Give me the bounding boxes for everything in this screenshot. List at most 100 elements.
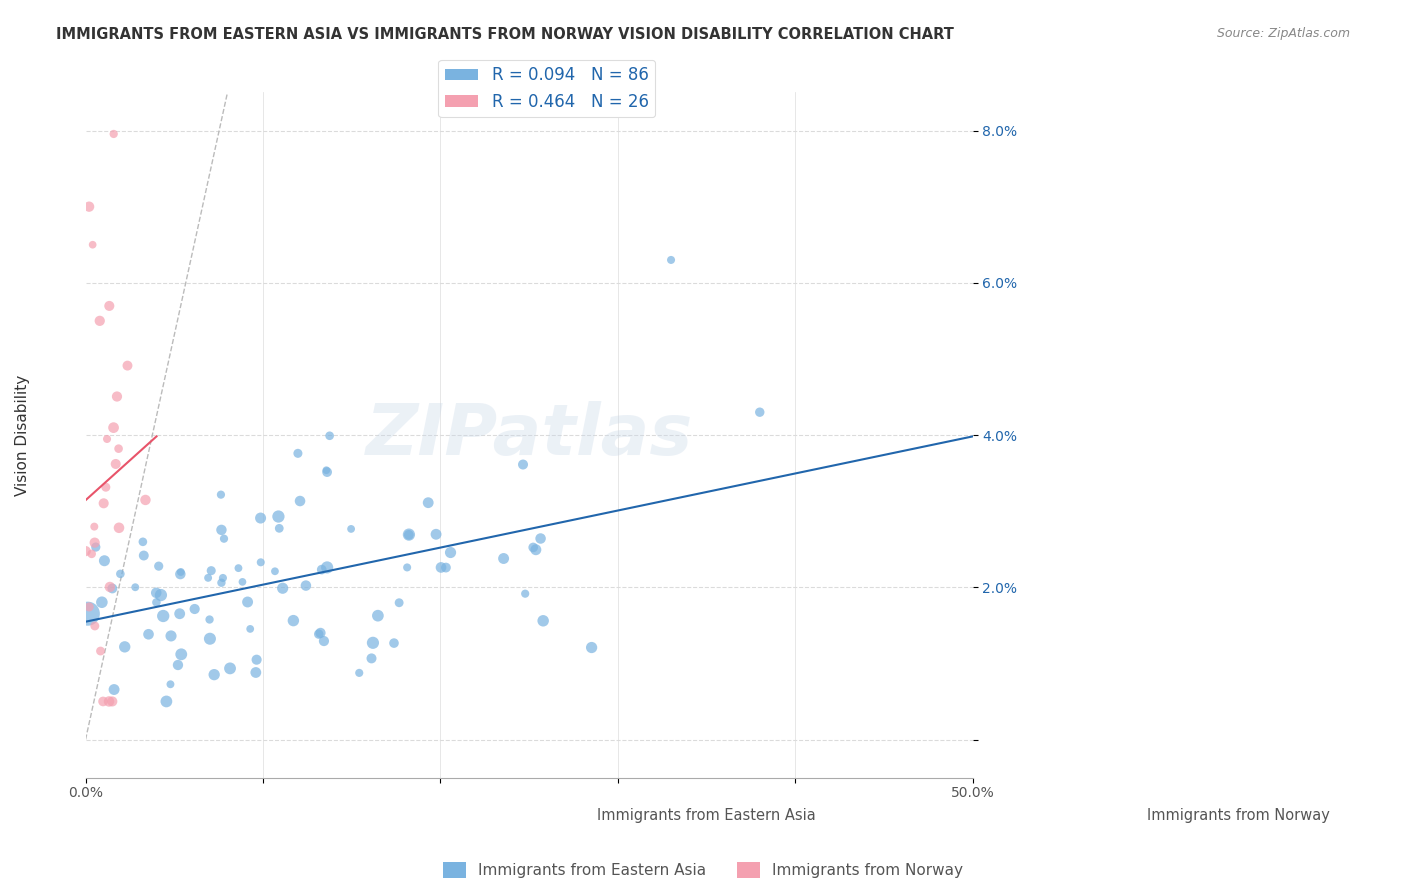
Point (80, 547, 103, 561)
Point (105, 390, 128, 404)
Point (209, 488, 232, 502)
Point (311, 563, 333, 577)
Point (103, 127, 125, 141)
Point (155, 694, 177, 708)
Point (107, 442, 129, 456)
Point (219, 661, 242, 675)
Point (96, 432, 118, 446)
Point (361, 636, 384, 650)
Point (98, 299, 121, 313)
Point (249, 555, 271, 569)
Point (340, 522, 363, 536)
Point (239, 622, 262, 636)
Point (212, 532, 235, 546)
Point (98, 580, 121, 594)
Point (318, 429, 340, 443)
Text: ZIPatlas: ZIPatlas (366, 401, 693, 469)
Text: 0.0%: 0.0% (67, 786, 103, 800)
Point (75, 544, 97, 558)
Point (183, 602, 205, 616)
Point (169, 607, 191, 621)
Point (200, 564, 222, 578)
Point (209, 575, 232, 590)
Point (430, 560, 453, 574)
Point (103, 420, 125, 434)
Point (396, 560, 419, 574)
Point (249, 511, 271, 525)
Point (170, 648, 193, 662)
Point (267, 509, 290, 524)
Point (245, 665, 267, 680)
Point (114, 640, 136, 654)
Point (287, 446, 309, 460)
Point (367, 608, 389, 623)
Point (581, 640, 603, 655)
Text: Immigrants from Norway: Immigrants from Norway (1147, 808, 1330, 823)
Point (398, 528, 420, 542)
Point (90, 595, 112, 609)
Point (659, 252, 682, 267)
Point (77, 599, 100, 614)
Point (159, 677, 181, 691)
Point (312, 634, 335, 648)
Point (124, 580, 146, 594)
Point (283, 614, 305, 628)
Point (145, 595, 167, 609)
Point (236, 595, 259, 609)
Point (315, 463, 337, 477)
Point (82, 237, 104, 252)
Point (83, 519, 105, 533)
Point (228, 561, 250, 575)
Point (132, 534, 155, 549)
Point (132, 549, 155, 563)
Point (418, 496, 440, 510)
Point (309, 626, 332, 640)
Point (439, 545, 461, 559)
Point (101, 582, 124, 596)
Text: Immigrants from Eastern Asia: Immigrants from Eastern Asia (598, 808, 815, 823)
Point (134, 492, 156, 507)
Point (76, 607, 98, 621)
Point (349, 665, 371, 680)
Point (89, 314, 111, 328)
Point (108, 521, 131, 535)
Point (149, 588, 172, 602)
Point (316, 465, 339, 479)
Point (529, 532, 551, 546)
Point (288, 494, 311, 508)
Point (103, 682, 125, 697)
Point (271, 581, 294, 595)
Point (169, 567, 191, 582)
Point (145, 586, 167, 600)
Point (101, 694, 124, 708)
Point (209, 523, 232, 537)
Legend: R = 0.094   N = 86, R = 0.464   N = 26: R = 0.094 N = 86, R = 0.464 N = 26 (439, 60, 655, 118)
Point (197, 571, 219, 585)
Point (148, 559, 170, 574)
Point (84, 540, 107, 554)
Point (492, 551, 515, 566)
Point (316, 560, 339, 574)
Point (77, 200, 100, 214)
Point (269, 521, 291, 535)
Point (98, 694, 121, 708)
Point (264, 564, 287, 578)
Point (246, 653, 269, 667)
Point (198, 632, 221, 646)
Point (93, 554, 115, 568)
Point (104, 457, 127, 471)
Point (170, 565, 193, 579)
Point (202, 667, 225, 681)
Point (91, 694, 114, 708)
Point (152, 609, 174, 624)
Point (524, 542, 547, 557)
Text: Source: ZipAtlas.com: Source: ZipAtlas.com (1216, 27, 1350, 40)
Point (398, 527, 420, 541)
Point (425, 527, 447, 541)
Point (360, 651, 382, 665)
Point (83, 535, 105, 549)
Point (83, 619, 105, 633)
Y-axis label: Vision Disability: Vision Disability (15, 375, 30, 496)
Point (522, 541, 544, 555)
Point (295, 578, 318, 592)
